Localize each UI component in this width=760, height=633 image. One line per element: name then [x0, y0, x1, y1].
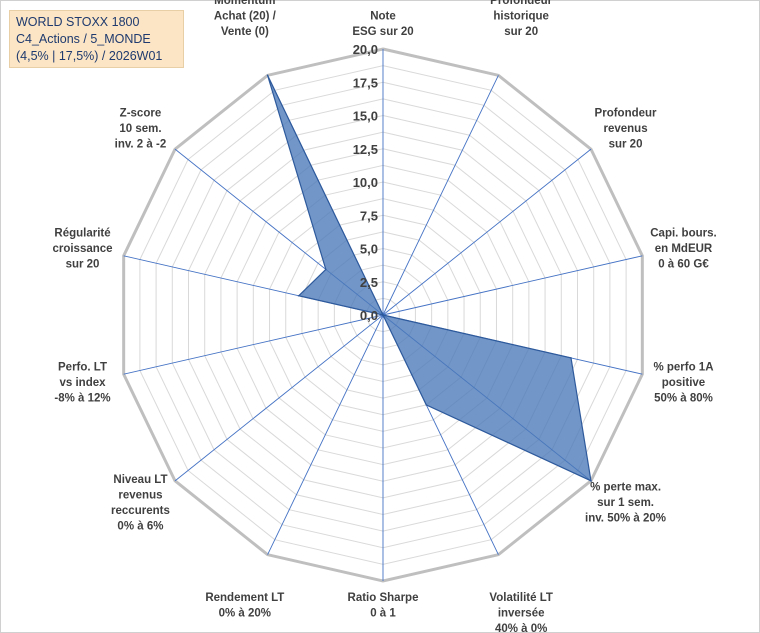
axis-spoke: [174, 314, 384, 482]
axis-label-line: revenus: [603, 123, 647, 135]
axis-label-line: Perfo. LT: [58, 361, 107, 373]
axis-label-line: ESG sur 20: [352, 26, 413, 38]
axis-label: Profondeur historique sur 20: [490, 0, 552, 38]
data-point: [590, 480, 592, 482]
axis-label-line: 0% à 6%: [117, 520, 163, 532]
tick-label: 0,0: [360, 308, 378, 323]
axis-spoke: [382, 75, 499, 316]
axis-label-line: 50% à 80%: [654, 392, 713, 404]
axis-label-line: % perte max.: [590, 482, 661, 494]
tick-label: 15,0: [353, 109, 378, 124]
axis-label-line: Capi. bours.: [650, 228, 716, 240]
chart-title-line-1: WORLD STOXX 1800: [16, 15, 140, 29]
axis-label-line: Volatilité LT: [489, 592, 552, 604]
axis-label-line: inversée: [498, 608, 545, 620]
axis-label-line: historique: [493, 11, 549, 23]
axis-label-line: -8% à 12%: [54, 392, 110, 404]
axis-label-line: 0% à 20%: [219, 608, 271, 620]
axis-label-line: vs index: [60, 377, 107, 389]
tick-label: 12,5: [353, 142, 378, 157]
axis-label-line: Rendement LT: [205, 592, 284, 604]
axis-label: Ratio Sharpe 0 à 1: [348, 592, 419, 620]
axis-spoke: [382, 148, 592, 316]
axis-label-line: Vente (0): [221, 26, 269, 38]
axis-label-line: 10 sem.: [119, 123, 161, 135]
tick-label: 20,0: [353, 42, 378, 57]
axis-label-line: % perfo 1A: [653, 361, 713, 373]
tick-label: 2,5: [360, 275, 378, 290]
axis-label: Rendement LT 0% à 20%: [205, 592, 284, 620]
axis-spoke: [382, 255, 643, 316]
axis-label-line: positive: [662, 377, 705, 389]
axis-label-line: 0 à 60 G€: [658, 259, 709, 271]
axis-label: Perfo. LT vs index -8% à 12%: [54, 361, 110, 404]
tick-label: 5,0: [360, 242, 378, 257]
chart-title-box: WORLD STOXX 1800 C4_Actions / 5_MONDE (4…: [9, 10, 184, 68]
axis-label-line: revenus: [118, 489, 162, 501]
axis-label: Niveau LT revenus reccurents 0% à 6%: [111, 474, 170, 533]
axis-label-line: Z-score: [120, 107, 162, 119]
tick-label: 7,5: [360, 208, 378, 223]
axis-label: Note ESG sur 20: [352, 11, 413, 39]
axis-label-line: Ratio Sharpe: [348, 592, 419, 604]
axis-label-line: Achat (20) /: [214, 11, 277, 23]
axis-label-line: sur 20: [609, 138, 643, 150]
axis-label-line: Profondeur: [595, 107, 657, 119]
axis-label: Profondeur revenus sur 20: [595, 107, 657, 150]
axis-label-line: Profondeur: [490, 0, 552, 7]
axis-label-line: 40% à 0%: [495, 623, 547, 633]
data-point: [266, 74, 269, 77]
axis-label-line: sur 20: [504, 26, 538, 38]
axis-label-line: reccurents: [111, 505, 170, 517]
data-point: [297, 294, 300, 297]
chart-title-line-3: (4,5% | 17,5%) / 2026W01: [16, 49, 163, 63]
data-point: [425, 404, 428, 406]
axis-label-line: Note: [370, 11, 396, 23]
data-point: [570, 357, 572, 359]
axis-label-line: en MdEUR: [655, 243, 713, 255]
axis-label: % perte max. sur 1 sem. inv. 50% à 20%: [585, 482, 666, 525]
data-point: [382, 314, 384, 316]
axis-label: % perfo 1A positive 50% à 80%: [653, 361, 713, 404]
tick-label: 10,0: [353, 175, 378, 190]
axis-label-line: inv. 2 à -2: [115, 138, 167, 150]
axis-label: Z-score 10 sem. inv. 2 à -2: [115, 107, 167, 150]
chart-title-line-2: C4_Actions / 5_MONDE: [16, 32, 151, 46]
axis-label-line: sur 20: [66, 259, 100, 271]
axis-label-line: sur 1 sem.: [597, 497, 654, 509]
axis-label-line: croissance: [52, 243, 112, 255]
axis-label-line: 0 à 1: [370, 608, 396, 620]
axis-label: Capi. bours. en MdEUR 0 à 60 G€: [650, 228, 716, 271]
axis-label: Régularité croissance sur 20: [52, 228, 112, 271]
data-point: [325, 268, 327, 271]
axis-label-line: Momentum: [214, 0, 275, 7]
axis-label-line: inv. 50% à 20%: [585, 513, 666, 525]
axis-label-line: Régularité: [54, 228, 110, 240]
axis-spoke: [267, 314, 384, 555]
axis-label-line: Niveau LT: [113, 474, 167, 486]
axis-label: Volatilité LT inversée 40% à 0%: [489, 592, 552, 633]
tick-label: 17,5: [353, 75, 378, 90]
axis-spoke: [123, 314, 384, 375]
axis-label: Momentum Achat (20) / Vente (0): [214, 0, 277, 38]
